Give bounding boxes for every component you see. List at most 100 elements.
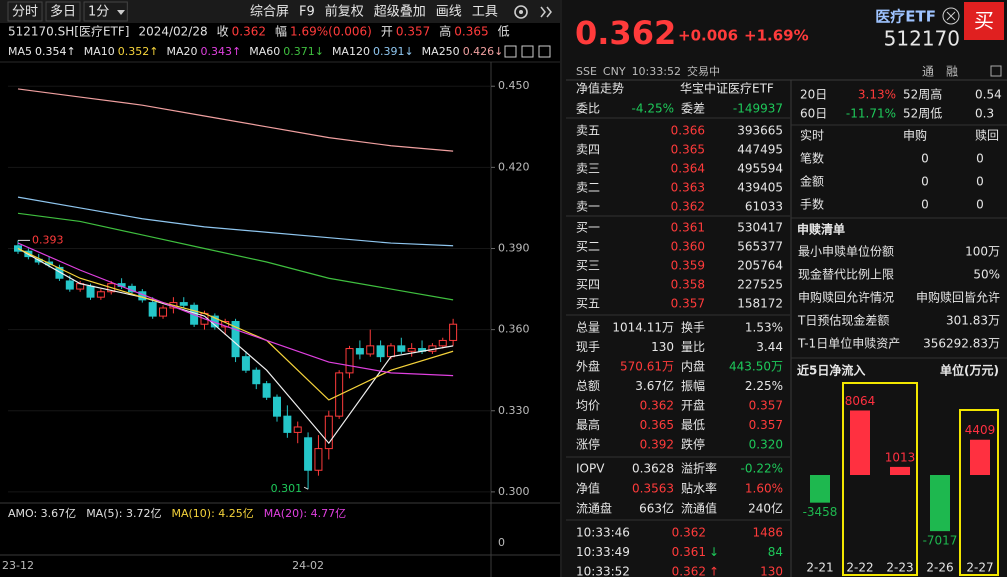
data-label: 4409 (965, 423, 996, 437)
order-side: 买二 (576, 240, 600, 254)
x-tick-label: 24-02 (292, 559, 324, 572)
order-side: 卖二 (576, 181, 600, 195)
price: 0.362 (575, 14, 676, 52)
label: 0.54 (975, 88, 1002, 102)
change-pct: +1.69% (744, 27, 809, 45)
panel-icon[interactable] (504, 45, 517, 58)
tool-button[interactable]: F9 (299, 5, 315, 20)
data-label: 8064 (845, 394, 876, 408)
tool-button[interactable]: 画线 (436, 5, 462, 20)
order-side: 卖四 (576, 143, 600, 157)
order-side: 买三 (576, 259, 600, 273)
legend-name: MA5 (8, 45, 32, 58)
legend-value: 0.343↑ (200, 45, 241, 58)
highlight-box (842, 382, 918, 576)
label: 外盘 (576, 359, 600, 374)
label: 现手 (576, 340, 600, 354)
close-icon (946, 11, 956, 21)
label: 10:33:49 (576, 545, 630, 559)
label: 0 (921, 198, 929, 212)
label: 2.25% (745, 379, 783, 393)
order-qty: 447495 (737, 143, 783, 157)
order-qty: 61033 (745, 200, 783, 214)
quote-item: 0.365 (454, 25, 488, 39)
label: T日预估现金差额 (797, 313, 889, 328)
ma-line (17, 212, 454, 301)
tab[interactable]: 1分 (88, 5, 109, 20)
legend-name: MA60 (249, 45, 280, 58)
label: 52周低 (903, 107, 942, 121)
tab[interactable]: 多日 (50, 4, 76, 20)
tab[interactable]: 分时 (12, 5, 38, 20)
tool-button[interactable]: 前复权 (325, 4, 364, 20)
label: 笔数 (800, 151, 824, 166)
tick-arrow: ↓ (709, 545, 719, 559)
order-price: 0.366 (671, 124, 705, 138)
label: 10:33:46 (576, 526, 630, 540)
label: 0 (976, 175, 984, 189)
label: 总额 (576, 379, 600, 393)
bar (850, 410, 870, 475)
bar (970, 439, 990, 475)
candle-body (345, 348, 354, 374)
candle-body (314, 448, 323, 471)
label: 振幅 (681, 378, 705, 393)
buy-button[interactable] (964, 2, 1004, 40)
tab[interactable]: 净值走势 (576, 81, 624, 96)
grid-icon[interactable] (990, 65, 1002, 77)
order-side: 卖一 (576, 200, 600, 214)
tool-button[interactable]: 超级叠加 (374, 5, 426, 20)
more-icon[interactable] (546, 6, 552, 18)
y-tick-label: 0.390 (498, 241, 530, 254)
label: -11.71% (846, 107, 896, 121)
buy-label[interactable]: 买 (974, 9, 994, 33)
y-tick-label: 0.360 (498, 323, 530, 336)
label: 0 (921, 175, 929, 189)
panel-icon[interactable] (521, 45, 534, 58)
label: 0.320 (749, 438, 783, 452)
list-value: 301.83万 (946, 314, 1000, 328)
settings-icon[interactable] (514, 5, 528, 19)
quote-item: 0.357 (396, 25, 430, 39)
label: 0.3563 (632, 482, 674, 496)
y-tick-label: 0.330 (498, 404, 530, 417)
legend-value: 0.391↓ (373, 45, 414, 58)
settings-icon-core (519, 10, 523, 14)
candle-body (159, 307, 168, 317)
more-icon[interactable] (540, 6, 546, 18)
dropdown-icon[interactable] (117, 10, 125, 15)
highlight-box (959, 409, 999, 576)
candle-body (96, 291, 105, 298)
label: 内盘 (681, 359, 705, 374)
label: T-1日单位申赎资产 (797, 336, 900, 351)
tool-button[interactable]: 工具 (472, 5, 498, 20)
y-tick-label: 0.420 (498, 160, 530, 173)
x-tick-label: 2-26 (926, 561, 953, 575)
label: 0 (976, 152, 984, 166)
list-value: 申购赎回皆允许 (916, 290, 1000, 305)
list-value: 50% (973, 268, 1000, 282)
order-price: 0.359 (671, 259, 705, 273)
list-value: 356292.83万 (923, 337, 1000, 351)
volume-legend: MA(20): 4.77亿 (264, 507, 346, 520)
label: 0.357 (749, 418, 783, 432)
y-tick-label: 0.450 (498, 79, 530, 92)
label: 申购赎回允许情况 (798, 290, 894, 305)
tool-button[interactable]: 综合屏 (250, 5, 289, 20)
close-icon[interactable] (942, 7, 960, 25)
data-label: 1013 (885, 450, 916, 464)
legend-value: 0.354↑ (35, 45, 76, 58)
label: -4.25% (632, 102, 674, 116)
section-title: 近5日净流入 (797, 363, 865, 378)
order-qty: 158172 (737, 297, 783, 311)
label: 实时 (800, 128, 824, 143)
panel-icon[interactable] (538, 45, 551, 58)
label: 0.362 (672, 526, 706, 540)
order-price: 0.361 (671, 221, 705, 235)
bar (930, 475, 950, 532)
label: -0.22% (741, 462, 783, 476)
status: CNY (603, 65, 626, 78)
x-tick-label: 2-22 (846, 561, 873, 575)
unit-label: 单位(万元) (940, 363, 999, 378)
candle-body (148, 302, 157, 317)
